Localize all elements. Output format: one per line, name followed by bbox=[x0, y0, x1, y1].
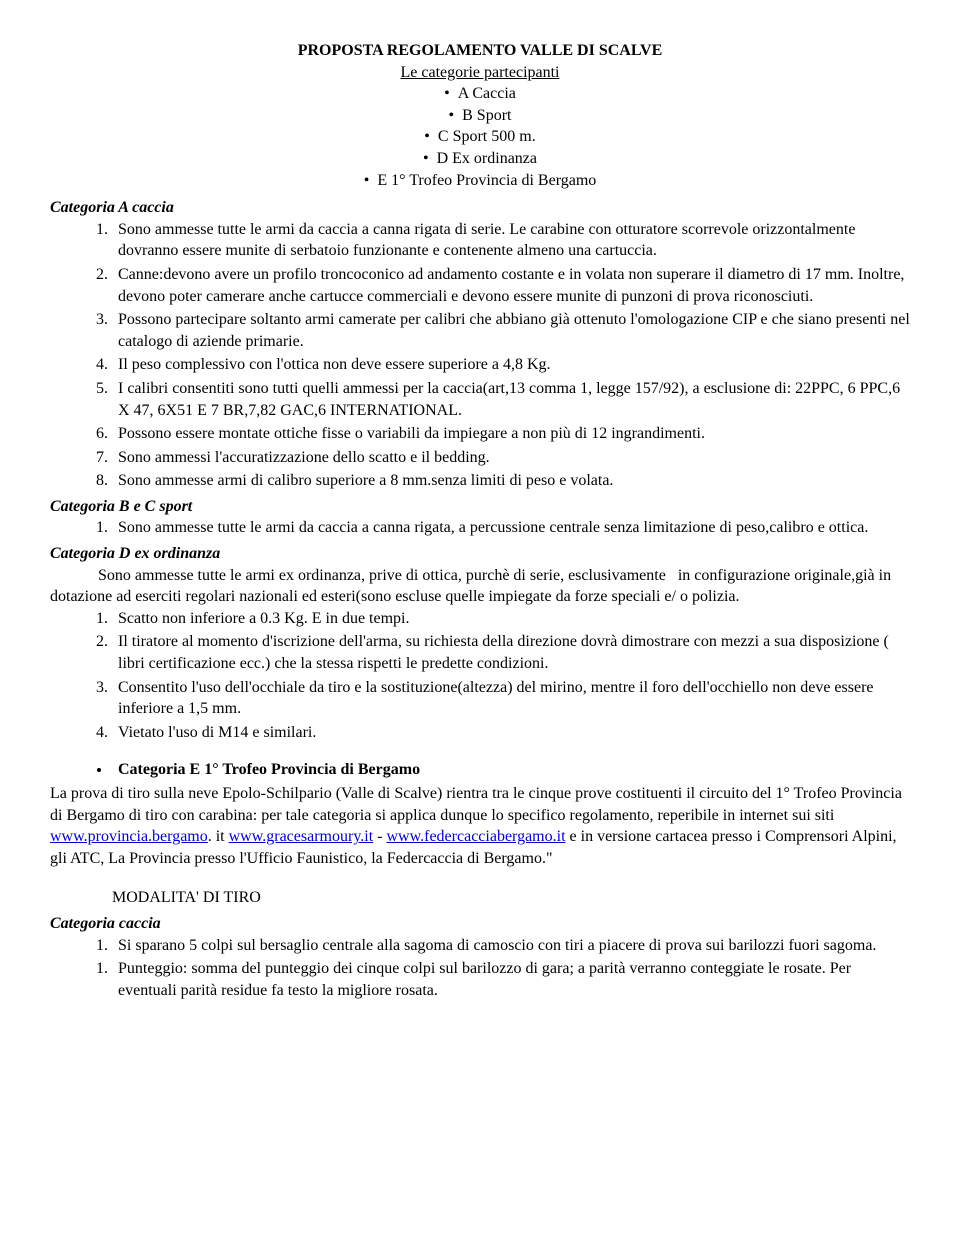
cat-d-header: Categoria D ex ordinanza bbox=[50, 543, 910, 565]
cat-bc-list: Sono ammesse tutte le armi da caccia a c… bbox=[50, 517, 910, 539]
cat-d-intro: Sono ammesse tutte le armi ex ordinanza,… bbox=[50, 565, 910, 608]
list-item: Canne:devono avere un profilo troncoconi… bbox=[112, 264, 910, 307]
link-federcaccia[interactable]: www.federcacciabergamo.it bbox=[387, 828, 566, 845]
text: - bbox=[373, 828, 386, 845]
bullet-item: A Caccia bbox=[50, 83, 910, 105]
list-item: Si sparano 5 colpi sul bersaglio central… bbox=[112, 935, 910, 957]
cat-e-bullet: Categoria E 1° Trofeo Provincia di Berga… bbox=[50, 759, 910, 781]
cat-e-paragraph: La prova di tiro sulla neve Epolo-Schilp… bbox=[50, 783, 910, 869]
text: . it bbox=[208, 828, 229, 845]
list-item: Sono ammesse tutte le armi da caccia a c… bbox=[112, 517, 910, 539]
list-item: Il peso complessivo con l'ottica non dev… bbox=[112, 354, 910, 376]
cat-a-list: Sono ammesse tutte le armi da caccia a c… bbox=[50, 219, 910, 492]
modalita-list: Si sparano 5 colpi sul bersaglio central… bbox=[50, 935, 910, 1002]
list-item: Punteggio: somma del punteggio dei cinqu… bbox=[112, 958, 910, 1001]
cat-bc-header: Categoria B e C sport bbox=[50, 496, 910, 518]
list-item: Il tiratore al momento d'iscrizione dell… bbox=[112, 631, 910, 674]
list-item: I calibri consentiti sono tutti quelli a… bbox=[112, 378, 910, 421]
title-block: PROPOSTA REGOLAMENTO VALLE DI SCALVE Le … bbox=[50, 40, 910, 191]
list-item: Scatto non inferiore a 0.3 Kg. E in due … bbox=[112, 608, 910, 630]
link-provincia[interactable]: www.provincia.bergamo bbox=[50, 828, 208, 845]
list-item: Sono ammesse armi di calibro superiore a… bbox=[112, 470, 910, 492]
bullet-item: E 1° Trofeo Provincia di Bergamo bbox=[50, 170, 910, 192]
cat-caccia-header: Categoria caccia bbox=[50, 913, 910, 935]
text: La prova di tiro sulla neve Epolo-Schilp… bbox=[50, 785, 902, 824]
cat-d-list: Scatto non inferiore a 0.3 Kg. E in due … bbox=[50, 608, 910, 744]
list-item: Sono ammessi l'accuratizzazione dello sc… bbox=[112, 447, 910, 469]
bullet-item: D Ex ordinanza bbox=[50, 148, 910, 170]
modalita-header: MODALITA' DI TIRO bbox=[50, 887, 910, 909]
list-item: Vietato l'uso di M14 e similari. bbox=[112, 722, 910, 744]
cat-a-header: Categoria A caccia bbox=[50, 197, 910, 219]
list-item: Consentito l'uso dell'occhiale da tiro e… bbox=[112, 677, 910, 720]
link-gracesarmoury[interactable]: www.gracesarmoury.it bbox=[229, 828, 374, 845]
cat-e-header: Categoria E 1° Trofeo Provincia di Berga… bbox=[112, 759, 910, 781]
list-item: Possono essere montate ottiche fisse o v… bbox=[112, 423, 910, 445]
list-item: Sono ammesse tutte le armi da caccia a c… bbox=[112, 219, 910, 262]
list-item: Possono partecipare soltanto armi camera… bbox=[112, 309, 910, 352]
bullet-item: C Sport 500 m. bbox=[50, 126, 910, 148]
bullet-item: B Sport bbox=[50, 105, 910, 127]
category-bullets: A Caccia B Sport C Sport 500 m. D Ex ord… bbox=[50, 83, 910, 191]
main-title: PROPOSTA REGOLAMENTO VALLE DI SCALVE bbox=[50, 40, 910, 62]
cat-e-header-text: Categoria E 1° Trofeo Provincia di Berga… bbox=[118, 761, 420, 778]
sub-title: Le categorie partecipanti bbox=[50, 62, 910, 84]
